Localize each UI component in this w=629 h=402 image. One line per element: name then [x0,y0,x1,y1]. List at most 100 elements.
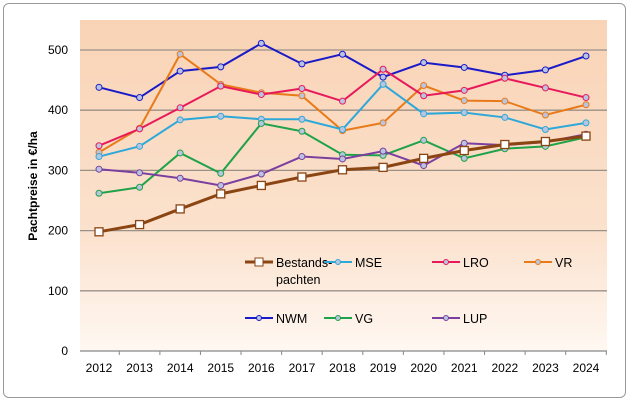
legend-marker [254,257,264,267]
legend-marker [256,315,262,321]
data-point [460,97,468,105]
data-point [297,172,307,182]
x-tick-label: 2013 [126,361,153,375]
legend-item-mse: MSE [324,256,382,270]
data-point [460,139,468,147]
series-lro [95,65,590,150]
data-point [339,50,346,58]
data-point [379,73,387,81]
data-point [298,60,306,68]
x-tick-label: 2012 [86,361,113,375]
data-point [379,65,387,73]
y-tick-label: 100 [48,284,68,298]
data-point [176,116,184,124]
x-tick-label: 2016 [248,361,275,375]
y-tick-label: 500 [48,43,68,57]
legend-label: LRO [463,256,489,270]
legend-item-nwm: NWM [245,312,307,326]
y-tick-label: 0 [61,344,68,358]
data-point [95,83,103,91]
data-point [379,147,387,155]
data-point [541,84,549,92]
legend-item-lro: LRO [432,256,489,270]
data-point [420,59,428,67]
legend-marker [443,315,449,321]
data-point [136,94,144,102]
data-point [298,127,306,135]
data-point [500,139,510,150]
data-point [582,101,590,109]
x-tick-label: 2024 [573,361,600,375]
data-point [460,63,468,71]
data-point [460,86,468,94]
legend-label: VG [355,312,373,326]
data-point [460,154,468,162]
data-point [379,80,387,88]
legend-marker [535,259,541,265]
legend-label: LUP [463,312,487,326]
data-point [420,110,428,118]
data-point [420,92,428,100]
legend-label: VR [555,256,572,270]
x-tick-label: 2014 [167,361,194,375]
legend-item-bestands-pachten: Bestands-pachten [245,256,332,287]
data-point [95,153,103,161]
data-point [95,165,103,173]
data-point [298,92,306,100]
data-point [540,136,551,147]
x-tick-label: 2022 [491,361,518,375]
data-point [136,169,144,177]
y-tick-label: 400 [48,103,68,117]
data-point [459,145,469,156]
legend-marker [443,259,449,265]
x-tick-label: 2015 [207,361,234,375]
data-point [176,174,184,182]
data-point [339,155,346,163]
data-point [136,142,144,150]
data-point [95,142,103,150]
data-point [136,125,144,133]
data-point [176,50,184,58]
legend-item-vg: VG [324,312,373,326]
data-point [378,162,388,173]
legend-label: MSE [355,256,382,270]
data-point [175,204,185,214]
data-point [94,227,104,237]
data-point [541,66,549,74]
data-point [217,82,225,90]
data-point [176,104,184,112]
legend-label: pachten [276,273,321,287]
legend-label: NWM [276,312,307,326]
legend-item-vr: VR [524,256,572,270]
data-point [217,63,225,71]
plot-area [80,20,607,351]
data-point [420,162,428,170]
data-point [176,67,184,75]
data-point [256,180,266,191]
data-point [134,219,145,230]
data-point [420,82,428,90]
data-point [582,52,590,60]
data-point [298,115,306,123]
data-point [337,165,348,175]
data-point [95,189,103,197]
x-tick-label: 2018 [329,361,356,375]
y-axis-label: Pachtpreise in €/ha [26,131,40,241]
data-point [460,109,468,117]
data-point [217,169,225,177]
data-point [136,183,144,191]
data-point [420,136,428,144]
data-point [217,112,225,120]
x-tick-label: 2023 [532,361,559,375]
x-tick-label: 2020 [410,361,437,375]
data-point [298,85,306,93]
legend-item-lup: LUP [432,312,487,326]
data-point [541,125,549,133]
data-point [298,153,306,161]
x-tick-label: 2019 [370,361,397,375]
data-point [216,189,226,199]
x-tick-label: 2021 [451,361,478,375]
data-point [501,74,509,82]
